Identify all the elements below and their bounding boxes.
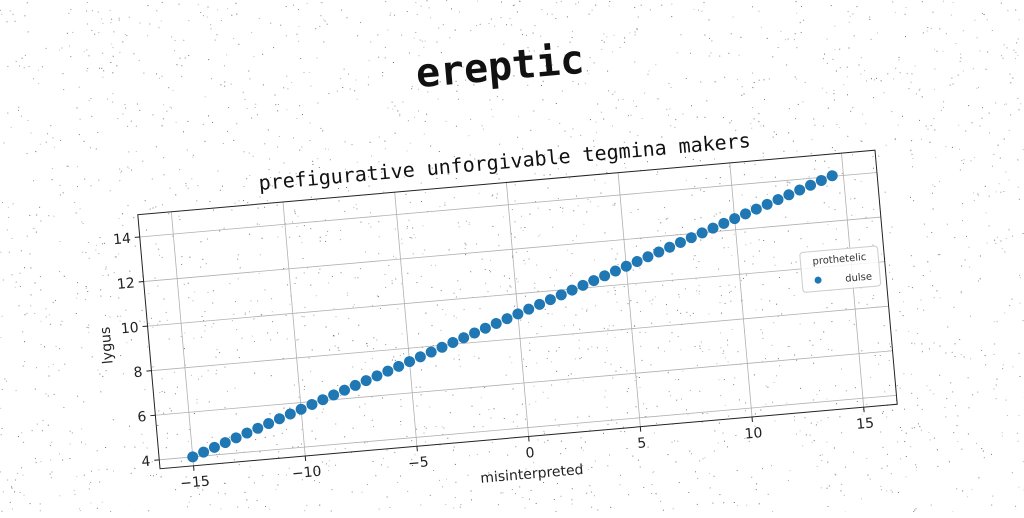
data-point (317, 394, 329, 406)
data-point (696, 227, 708, 239)
data-point (740, 208, 752, 220)
data-point (501, 313, 513, 325)
data-point (588, 275, 600, 287)
data-point (458, 332, 470, 344)
data-point (425, 346, 437, 358)
data-point (566, 284, 578, 296)
data-point (306, 399, 318, 411)
data-point (208, 441, 220, 453)
data-point (295, 403, 307, 415)
data-point (523, 303, 535, 315)
data-point (620, 260, 632, 272)
x-tick-label: −15 (180, 473, 211, 492)
x-gridline (730, 163, 752, 417)
data-point (653, 246, 665, 258)
y-tick-label: 8 (133, 364, 143, 381)
data-point (750, 203, 762, 215)
data-point (718, 217, 730, 229)
x-gridline (171, 212, 193, 466)
data-point (642, 251, 654, 263)
data-point (393, 360, 405, 372)
y-axis-label: lygus (97, 326, 116, 364)
data-point (241, 427, 253, 439)
legend-label-dulse: dulse (845, 271, 873, 284)
x-tick-label: 0 (525, 445, 535, 462)
data-point (447, 337, 459, 349)
data-point (544, 294, 556, 306)
data-points (167, 170, 857, 463)
data-point (349, 379, 361, 391)
data-point (490, 317, 502, 329)
data-point (555, 289, 567, 301)
data-point (805, 179, 817, 191)
x-gridline (618, 173, 640, 427)
data-point (675, 236, 687, 248)
data-point (783, 189, 795, 201)
data-point (339, 384, 351, 396)
data-point (772, 194, 784, 206)
scatter-chart: prefigurative unforgivable tegmina maker… (81, 68, 931, 518)
x-tick-label: −5 (407, 454, 429, 472)
data-point (230, 432, 242, 444)
x-tick-label: 10 (744, 425, 763, 442)
chart-title: prefigurative unforgivable tegmina maker… (258, 128, 752, 195)
data-point (599, 270, 611, 282)
data-point (274, 413, 286, 425)
data-point (729, 213, 741, 225)
data-point (664, 241, 676, 253)
data-point (469, 327, 481, 339)
data-point (284, 408, 296, 420)
data-point (360, 375, 372, 387)
y-tick-label: 6 (137, 409, 147, 426)
chart-panel: prefigurative unforgivable tegmina maker… (81, 68, 931, 518)
data-point (609, 265, 621, 277)
data-point (371, 370, 383, 382)
data-point (414, 351, 426, 363)
y-tick-label: 14 (112, 231, 131, 248)
x-tick-label: −10 (291, 464, 322, 483)
y-tick-label: 10 (120, 320, 139, 337)
data-point (512, 308, 524, 320)
data-point (815, 175, 827, 187)
data-point (252, 422, 264, 434)
data-point (187, 451, 199, 463)
data-point (794, 184, 806, 196)
y-tick-label: 12 (116, 275, 135, 292)
x-tick-label: 5 (637, 435, 647, 452)
data-point (404, 356, 416, 368)
data-point (436, 341, 448, 353)
x-tick-label: 15 (856, 415, 875, 432)
data-point (761, 198, 773, 210)
y-tick-label: 4 (141, 454, 151, 471)
data-point (382, 365, 394, 377)
legend: prothetelic dulse (800, 246, 881, 293)
data-point (263, 418, 275, 430)
data-point (219, 437, 231, 449)
x-gridline (395, 192, 417, 446)
legend-box (800, 246, 881, 293)
data-point (826, 170, 838, 182)
data-point (577, 279, 589, 291)
data-point (479, 322, 491, 334)
data-point (534, 298, 546, 310)
data-point (631, 256, 643, 268)
